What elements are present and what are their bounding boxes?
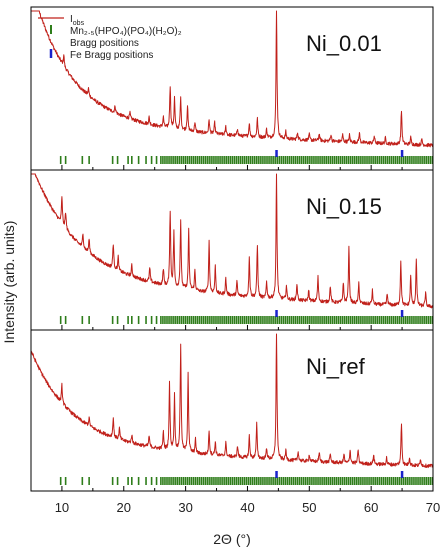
observed-pattern [30, 333, 434, 469]
fe-bragg-ticks [275, 310, 404, 317]
x-tick-label: 60 [364, 500, 378, 515]
observed-pattern [30, 173, 434, 309]
observed-pattern [30, 10, 434, 148]
x-axis-label: 2Θ (°) [213, 531, 251, 547]
fe-bragg-ticks [275, 471, 404, 478]
y-axis-label: Intensity (arb. units) [1, 221, 17, 344]
x-tick-label: 20 [117, 500, 131, 515]
panel-frame [30, 329, 434, 492]
x-tick-label: 50 [302, 500, 316, 515]
panel-ni-ref: Ni_ref [30, 329, 434, 492]
legend-label-mn-bragg: Bragg positions [70, 38, 139, 49]
sample-label: Ni_ref [306, 354, 366, 379]
panel-ni-0-15: Ni_0.15 [30, 169, 434, 331]
legend-label-observed: Iobs [70, 14, 85, 27]
panels: Ni_0.01 Ni_0.15 Ni_ref [30, 6, 434, 492]
x-tick-label: 10 [55, 500, 69, 515]
panel-ni-0-01: Ni_0.01 [30, 6, 434, 171]
sample-label: Ni_0.01 [306, 31, 382, 56]
mn-bragg-ticks [59, 477, 434, 485]
mn-bragg-ticks [59, 156, 434, 164]
legend-label-fe: Fe Bragg positions [70, 50, 153, 61]
x-tick-label: 40 [240, 500, 254, 515]
x-axis: 10 20 30 40 50 60 70 [55, 500, 441, 515]
x-tick-label: 70 [426, 500, 440, 515]
x-tick-label: 30 [178, 500, 192, 515]
fe-bragg-ticks [275, 150, 404, 157]
legend-label-mn: Mn₂.₅(HPO₄)(PO₄)(H₂O)₂ [70, 26, 182, 37]
mn-bragg-ticks [59, 316, 434, 324]
sample-label: Ni_0.15 [306, 194, 382, 219]
